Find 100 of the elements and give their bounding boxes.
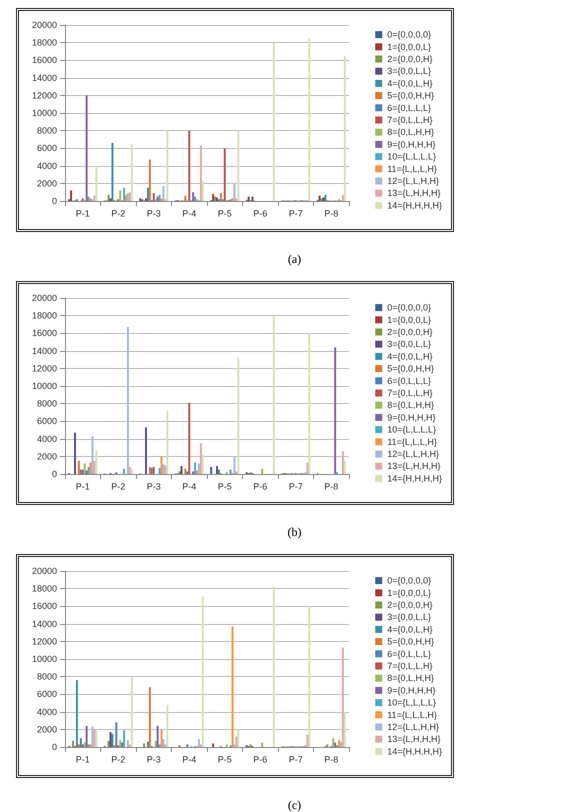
- legend-label: 2={0,0,0,H}: [387, 327, 433, 337]
- x-tick-label: P-3: [146, 754, 161, 764]
- x-tick-label: P-2: [111, 754, 126, 764]
- legend-label: 5={0,0,H,H}: [387, 636, 434, 647]
- x-tick-label: P-1: [76, 482, 90, 492]
- legend-label: 11={L,L,L,H}: [387, 710, 437, 720]
- x-tick-label: P-1: [76, 208, 90, 218]
- legend-label: 13={L,H,H,H}: [387, 461, 441, 472]
- legend-label: 4={0,0,L,H}: [387, 624, 433, 634]
- x-tick-label: P-7: [288, 754, 303, 764]
- legend-label: 13={L,H,H,H}: [387, 734, 441, 744]
- legend-label: 9={0,H,H,H}: [387, 412, 436, 422]
- y-tick-label: 18000: [32, 38, 57, 48]
- legend-label: 5={0,0,H,H}: [387, 364, 434, 374]
- x-tick-label: P-8: [324, 208, 338, 218]
- legend-label: 6={0,L,L,L}: [387, 102, 432, 113]
- x-tick-label: P-7: [288, 482, 303, 492]
- legend-label: 5={0,0,H,H}: [387, 90, 434, 101]
- legend-label: 11={L,L,L,H}: [387, 436, 437, 447]
- legend-label: 8={0,L,H,H}: [387, 127, 434, 138]
- y-tick-label: 0: [52, 742, 57, 752]
- legend-label: 14={H,H,H,H}: [387, 746, 442, 756]
- x-tick-label: P-4: [182, 208, 196, 218]
- y-tick-label: 4000: [36, 434, 57, 444]
- legend-label: 7={0,L,L,H}: [387, 115, 433, 125]
- legend-label: 0={0,0,0,0}: [387, 30, 432, 40]
- y-tick-label: 20000: [32, 20, 57, 30]
- legend-label: 1={0,0,0,L}: [387, 42, 432, 52]
- x-tick-label: P-1: [76, 754, 90, 764]
- y-tick-label: 18000: [32, 584, 57, 594]
- x-tick-label: P-6: [253, 754, 268, 764]
- y-tick-label: 16000: [32, 328, 57, 338]
- legend-label: 7={0,L,L,H}: [387, 388, 433, 398]
- y-tick-label: 10000: [32, 108, 57, 118]
- legend-label: 4={0,0,L,H}: [387, 78, 433, 88]
- x-tick-label: P-4: [182, 482, 196, 492]
- legend-label: 6={0,L,L,L}: [387, 648, 432, 659]
- legend-label: 8={0,L,H,H}: [387, 400, 434, 410]
- y-tick-label: 8000: [36, 398, 57, 409]
- legend-label: 7={0,L,L,H}: [387, 661, 433, 671]
- legend-label: 10={L,L,L,L}: [387, 698, 436, 708]
- legend-label: 0={0,0,0,0}: [387, 576, 432, 586]
- legend-label: 14={H,H,H,H}: [387, 200, 442, 210]
- y-tick-label: 14000: [32, 346, 57, 356]
- legend-label: 4={0,0,L,H}: [387, 351, 433, 362]
- x-tick-label: P-7: [288, 208, 303, 218]
- y-tick-label: 4000: [36, 706, 57, 717]
- legend-label: 0={0,0,0,0}: [387, 302, 432, 313]
- y-tick-label: 8000: [36, 126, 57, 136]
- y-tick-label: 12000: [32, 363, 57, 374]
- legend-label: 12={L,L,H,H}: [387, 449, 440, 459]
- x-tick-label: P-3: [146, 482, 161, 492]
- y-tick-label: 4000: [36, 160, 57, 171]
- legend-label: 8={0,L,H,H}: [387, 673, 434, 684]
- x-tick-label: P-5: [218, 754, 232, 764]
- y-tick-label: 6000: [36, 143, 57, 154]
- legend-label: 6={0,L,L,L}: [387, 376, 432, 386]
- y-tick-label: 12000: [32, 636, 57, 646]
- x-tick-label: P-3: [146, 208, 161, 218]
- y-tick-label: 16000: [32, 55, 57, 66]
- y-tick-label: 10000: [32, 381, 57, 391]
- legend-label: 14={H,H,H,H}: [387, 473, 442, 484]
- y-tick-label: 18000: [32, 310, 57, 321]
- y-tick-label: 12000: [32, 90, 57, 100]
- legend-label: 13={L,H,H,H}: [387, 188, 441, 198]
- x-tick-label: P-5: [218, 208, 232, 218]
- legend-label: 1={0,0,0,L}: [387, 588, 432, 598]
- legend-label: 10={L,L,L,L}: [387, 424, 436, 435]
- y-tick-label: 2000: [36, 451, 57, 462]
- y-tick-label: 6000: [36, 416, 57, 426]
- legend-label: 11={L,L,L,H}: [387, 164, 437, 174]
- y-tick-label: 0: [52, 196, 57, 206]
- text: (b): [286, 525, 302, 540]
- legend-label: 9={0,H,H,H}: [387, 685, 436, 696]
- y-tick-label: 14000: [32, 618, 57, 629]
- x-tick-label: P-8: [324, 754, 338, 764]
- legend-label: 3={0,0,L,L}: [387, 612, 432, 622]
- x-tick-label: P-5: [218, 482, 232, 492]
- x-tick-label: P-6: [253, 482, 268, 492]
- x-tick-label: P-4: [182, 754, 196, 764]
- legend-label: 2={0,0,0,H}: [387, 600, 433, 610]
- y-tick-label: 2000: [36, 724, 57, 734]
- text: (a): [286, 252, 302, 267]
- y-tick-label: 2000: [36, 178, 57, 188]
- x-tick-label: P-8: [324, 482, 338, 492]
- legend-label: 2={0,0,0,H}: [387, 54, 433, 64]
- legend-label: 1={0,0,0,L}: [387, 314, 432, 325]
- legend-label: 3={0,0,L,L}: [387, 339, 432, 350]
- y-tick-label: 20000: [32, 566, 57, 576]
- legend-label: 10={L,L,L,L}: [387, 152, 436, 162]
- y-tick-label: 6000: [36, 689, 57, 700]
- x-tick-label: P-6: [253, 208, 268, 218]
- y-tick-label: 16000: [32, 601, 57, 612]
- legend-label: 12={L,L,H,H}: [387, 722, 440, 732]
- y-tick-label: 10000: [32, 654, 57, 664]
- text: (c): [286, 798, 302, 812]
- legend-label: 9={0,H,H,H}: [387, 139, 436, 150]
- legend-label: 12={L,L,H,H}: [387, 176, 440, 186]
- x-tick-label: P-2: [111, 208, 126, 218]
- x-tick-label: P-2: [111, 482, 126, 492]
